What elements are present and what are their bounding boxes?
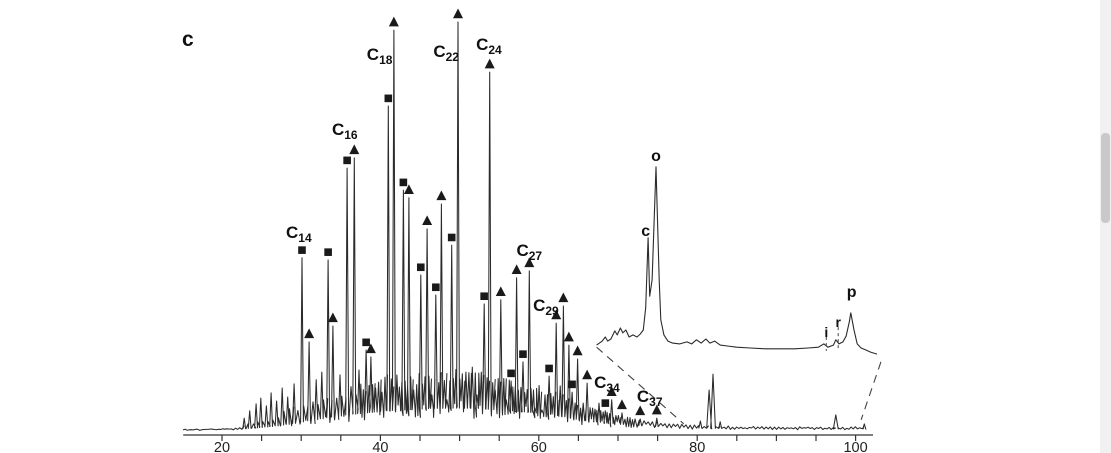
x-tick-label: 60	[531, 440, 547, 453]
zoom-connector-line-left	[596, 346, 685, 425]
peak-marker-triangle	[388, 16, 399, 27]
peak-marker-square	[362, 338, 370, 347]
peak-label-C37: C37	[637, 387, 663, 409]
peak-marker-triangle	[524, 257, 535, 268]
peak-marker-triangle	[495, 286, 506, 297]
peak-marker-square	[384, 94, 393, 103]
peak-label-p: p	[847, 284, 857, 301]
inset-trace	[596, 166, 878, 355]
peak-marker-triangle	[484, 58, 495, 69]
peak-label-r: r	[835, 314, 841, 330]
peak-marker-triangle	[304, 328, 315, 339]
peak-marker-triangle	[572, 345, 583, 356]
peak-marker-triangle	[606, 386, 617, 397]
peak-marker-square	[601, 399, 610, 407]
peak-marker-square	[324, 248, 332, 256]
peak-label-C16: C16	[332, 120, 358, 142]
peak-marker-triangle	[558, 292, 569, 303]
peak-marker-square	[432, 283, 440, 292]
peak-marker-triangle	[453, 8, 464, 19]
zoom-connector-line-right	[860, 361, 882, 420]
peak-marker-triangle	[422, 215, 433, 226]
peak-marker-triangle	[635, 405, 646, 416]
peak-label-C14: C14	[286, 223, 312, 245]
peak-label-C22: C22	[433, 42, 459, 64]
x-tick-label: 80	[689, 440, 705, 453]
peak-marker-triangle	[436, 190, 447, 201]
peak-label-C29: C29	[533, 296, 559, 318]
x-tick-label: 40	[372, 440, 388, 453]
peak-label-C27: C27	[516, 241, 542, 263]
peak-marker-square	[416, 263, 425, 272]
peak-marker-square	[568, 380, 576, 389]
peak-label-c-inset: c	[641, 223, 650, 240]
peak-marker-triangle	[327, 312, 338, 323]
x-tick-label: 100	[843, 440, 867, 453]
peak-label-o: o	[651, 148, 661, 165]
peak-marker-square	[545, 364, 553, 373]
peak-marker-triangle	[511, 264, 522, 275]
peak-marker-square	[480, 292, 488, 301]
peak-label-C18: C18	[367, 45, 393, 67]
peak-marker-triangle	[349, 144, 360, 155]
x-tick-label: 20	[214, 440, 230, 453]
peak-marker-triangle	[563, 331, 574, 342]
peak-marker-square	[343, 156, 351, 165]
scrollbar-track[interactable]	[1100, 0, 1111, 453]
peak-marker-square	[519, 350, 527, 358]
peak-marker-triangle	[616, 399, 627, 410]
peak-marker-square	[447, 233, 456, 242]
peak-marker-triangle	[651, 404, 662, 415]
peak-label-i: i	[824, 324, 828, 340]
peak-label-C24: C24	[476, 35, 502, 57]
peak-marker-square	[298, 246, 306, 254]
panel-label: c	[182, 28, 194, 51]
scrollbar-thumb[interactable]	[1101, 133, 1110, 223]
main-trace	[182, 21, 867, 431]
peak-marker-triangle	[582, 369, 593, 380]
peak-marker-square	[507, 369, 515, 378]
peak-marker-square	[399, 178, 408, 187]
peak-marker-triangle	[403, 184, 414, 195]
peak-marker-triangle	[551, 309, 562, 320]
peak-marker-triangle	[365, 343, 376, 354]
peak-label-C34: C34	[594, 373, 620, 395]
